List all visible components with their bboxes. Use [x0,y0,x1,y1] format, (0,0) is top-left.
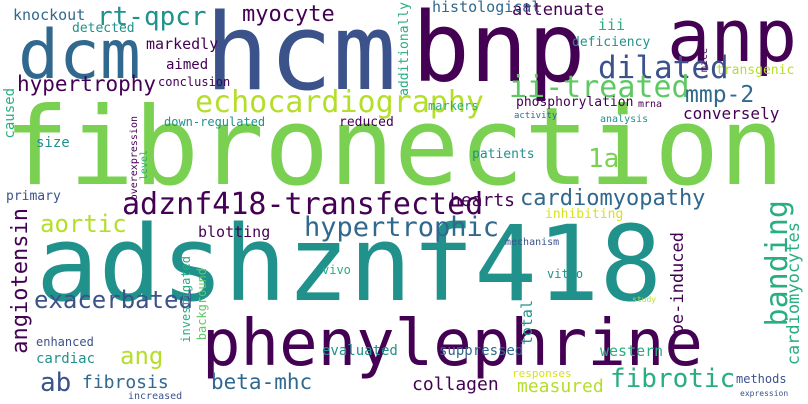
word-deficiency: deficiency [572,35,651,50]
word-hypertrophic: hypertrophic [304,212,500,243]
word-beta-mhc: beta-mhc [211,370,313,394]
word-attenuate: attenuate [512,0,605,20]
word-exacerbated: exacerbated [34,286,193,314]
word-hypertrophy: hypertrophy [17,72,157,96]
word-down-regulated: down-regulated [164,115,266,129]
word-reduced: reduced [339,115,394,130]
word-ii-treated: ii-treated [509,70,690,105]
word-markedly: markedly [146,35,219,53]
word-western: western [600,342,664,360]
word-hcm: hcm [205,0,397,114]
word-background: background [195,268,209,341]
word-activity: activity [514,111,558,121]
word-fibrosis: fibrosis [82,372,169,393]
word-vivo: vivo [322,263,351,277]
word-blotting: blotting [198,223,271,241]
word-additionally: additionally [397,2,412,96]
word-study: study [632,295,657,304]
word-markers: markers [428,99,479,113]
word-dcm: dcm [18,16,141,95]
word-methods: methods [736,372,787,386]
word-mmp-2: mmp-2 [685,82,755,108]
word-dilated: dilated [598,50,729,86]
word-pe-induced: pe-induced [668,232,688,335]
word-cardiomyocytes: cardiomyocytes [784,222,804,366]
word-measured: measured [517,376,604,397]
word-conversely: conversely [683,104,780,123]
word-analysis: analysis [600,114,649,125]
word-level: level [139,150,150,181]
word-responses: responses [512,367,572,380]
word-fibrotic: fibrotic [610,364,736,394]
word-phosphorylation: phosphorylation [516,95,634,110]
word-bnp: bnp [412,0,586,104]
word-investigated: investigated [179,256,193,343]
word-cardiomyopathy: cardiomyopathy [520,186,706,211]
word-suppressed: suppressed [439,343,524,359]
word-evaluated: evaluated [322,343,398,359]
word-rt-qpcr: rt-qpcr [97,2,207,32]
word-myocyte: myocyte [242,2,335,27]
word-ang: ang [120,342,164,370]
word-adznf418-transfected: adznf418-transfected [122,187,484,222]
word-anp: anp [667,0,798,78]
word-fibronection: fibronection [4,85,785,210]
word-hearts: hearts [450,190,516,211]
word-mice: mice [699,48,710,73]
word-cardiac: cardiac [36,351,96,367]
word-increased: increased [128,391,183,402]
word-expression: expression [740,389,789,398]
word-transgenic: transgenic [716,63,795,78]
word-phenylephrine: phenylephrine [202,307,703,381]
word-inhibiting: inhibiting [545,207,624,222]
word-iii: iii [598,16,626,34]
word-histological: histological [432,0,541,16]
word-mechanism: mechanism [505,237,560,248]
word-aortic: aortic [40,210,127,238]
word-total: total [518,300,536,346]
word-adshznf418: adshznf418 [36,203,663,325]
word-1a: 1a [588,144,620,174]
word-angiotensin: angiotensin [8,208,33,354]
word-primary: primary [6,189,61,204]
word-ab: ab [40,368,72,398]
word-aimed: aimed [166,57,209,73]
word-enhanced: enhanced [36,335,94,349]
word-conclusion: conclusion [158,75,231,89]
word-vitro: vitro [547,267,584,281]
word-detected: detected [72,21,135,36]
word-knockout: knockout [13,6,86,24]
word-collagen: collagen [412,374,499,395]
word-patients: patients [472,147,535,162]
word-size: size [36,135,70,151]
word-echocardiography: echocardiography [195,85,484,120]
word-caused: caused [2,88,18,139]
word-mrna: mrna [638,99,663,110]
